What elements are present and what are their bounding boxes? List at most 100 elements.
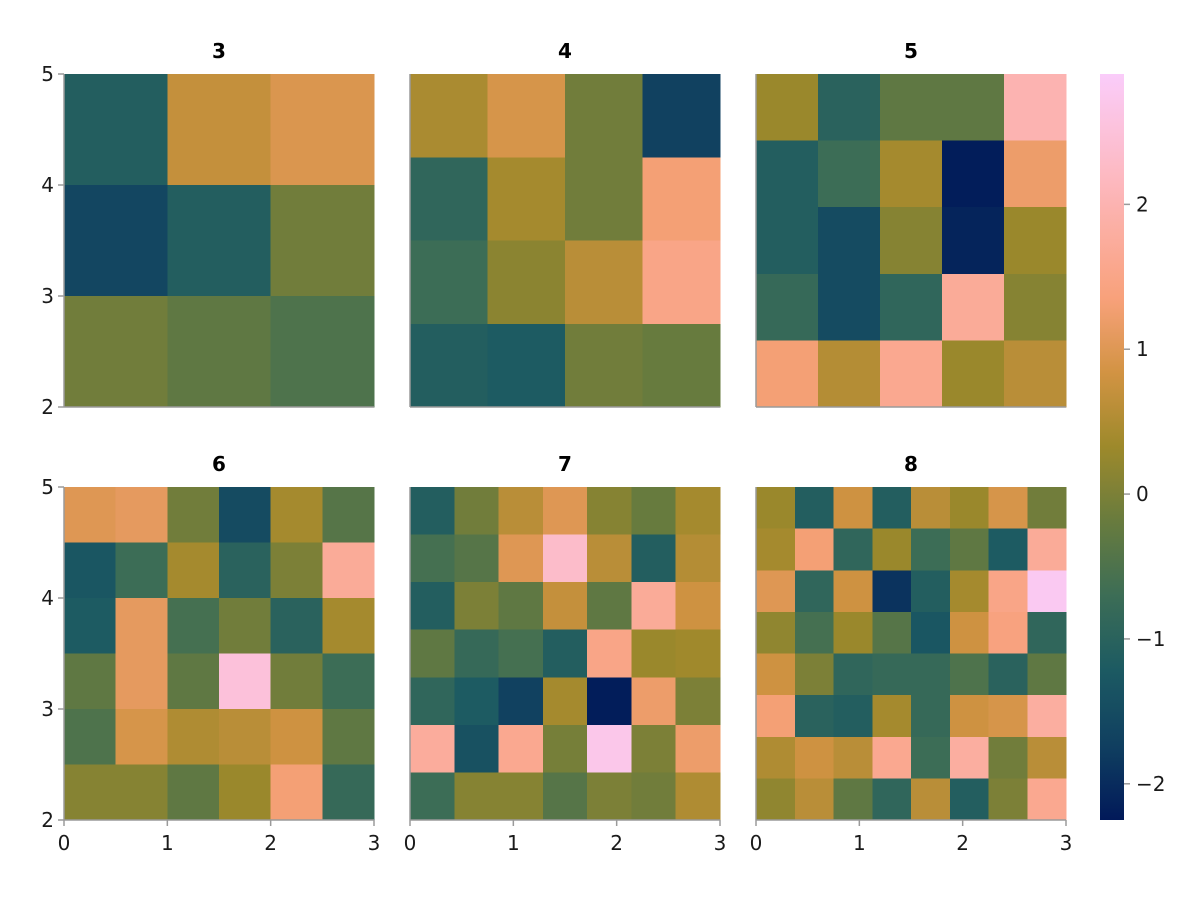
heatmap-cell	[756, 778, 796, 821]
heatmap-cell	[756, 695, 796, 738]
heatmap-cell	[322, 487, 375, 544]
x-tick-label: 1	[853, 831, 866, 855]
y-tick-label: 3	[41, 284, 54, 308]
panel-title: 5	[904, 39, 918, 63]
heatmap-cell	[410, 582, 455, 631]
heatmap-cell	[270, 542, 323, 599]
heatmap-cell	[587, 629, 633, 678]
y-tick-label: 2	[41, 808, 54, 832]
heatmap-cell	[794, 487, 835, 530]
heatmap-cell	[410, 487, 455, 536]
heatmap-cell	[872, 528, 912, 571]
heatmap-cell	[454, 772, 500, 821]
heatmap-cell	[587, 772, 633, 821]
heatmap-cell	[911, 778, 951, 821]
heatmap-cell	[498, 487, 544, 536]
heatmap-cell	[487, 74, 566, 158]
heatmap-cell	[270, 74, 375, 186]
heatmap-panel-4: 4	[409, 39, 721, 408]
heatmap-cell	[631, 677, 677, 726]
heatmap-cell	[756, 207, 819, 275]
colorbar-tick-label: −2	[1136, 772, 1165, 796]
x-tick-label: 1	[507, 831, 520, 855]
x-tick-label: 2	[264, 831, 277, 855]
heatmap-cell	[756, 528, 796, 571]
heatmap-cell	[988, 695, 1028, 738]
heatmap-cell	[454, 487, 500, 536]
heatmap-cell	[167, 542, 220, 599]
heatmap-cell	[322, 598, 375, 655]
heatmap-cell	[1027, 528, 1067, 571]
heatmap-cell	[64, 185, 168, 297]
heatmap-cell	[872, 736, 912, 779]
heatmap-panel-5: 5	[755, 39, 1067, 408]
heatmap-cell	[756, 653, 796, 696]
heatmap-cell	[64, 487, 117, 544]
heatmap-cell	[167, 296, 272, 408]
heatmap-cell	[587, 677, 633, 726]
heatmap-cell	[949, 570, 990, 613]
heatmap-cell	[1027, 487, 1067, 530]
heatmap-cell	[410, 74, 489, 158]
heatmap-cell	[219, 542, 272, 599]
heatmap-panel-3: 3 2 3 4 5	[41, 39, 375, 419]
heatmap-cell	[487, 157, 566, 242]
heatmap-cell	[949, 736, 990, 779]
heatmap-cell	[542, 772, 588, 821]
heatmap-cell	[1004, 207, 1067, 275]
heatmap-cell	[219, 653, 272, 710]
heatmap-cell	[872, 695, 912, 738]
heatmap-cell	[675, 677, 721, 726]
heatmap-cell	[756, 340, 819, 408]
x-tick-label: 0	[58, 831, 71, 855]
heatmap-cell	[942, 273, 1005, 341]
heatmap-cell	[818, 74, 881, 142]
heatmap-cell	[794, 528, 835, 571]
heatmap-cell	[410, 629, 455, 678]
heatmap-cell	[833, 736, 873, 779]
heatmap-cell	[115, 653, 168, 710]
heatmap-cell	[756, 570, 796, 613]
heatmap-cell	[756, 74, 819, 142]
heatmap-cell	[498, 677, 544, 726]
heatmap-cell	[270, 709, 323, 766]
heatmap-cell	[1004, 340, 1067, 408]
colorbar-tick-label: 2	[1136, 192, 1149, 216]
heatmap-cell	[833, 528, 873, 571]
heatmap-cell	[565, 157, 644, 242]
heatmap-cell	[675, 772, 721, 821]
heatmap-cell	[794, 695, 835, 738]
heatmap-cell	[1004, 140, 1067, 208]
heatmap-cell	[1027, 570, 1067, 613]
heatmap-cell	[498, 724, 544, 774]
y-tick-label: 5	[41, 475, 54, 499]
heatmap-cell	[675, 724, 721, 774]
heatmap-cell	[942, 340, 1005, 408]
heatmap-cell	[322, 709, 375, 766]
heatmap-cell	[880, 207, 943, 275]
heatmap-cell	[115, 598, 168, 655]
x-tick-label: 0	[750, 831, 763, 855]
heatmap-cell	[988, 736, 1028, 779]
x-tick-label: 3	[368, 831, 381, 855]
heatmap-cell	[487, 240, 566, 325]
heatmap-cell	[988, 487, 1028, 530]
heatmap-cell	[988, 653, 1028, 696]
heatmap-cell	[911, 611, 951, 655]
heatmap-cell	[587, 724, 633, 774]
heatmap-cell	[115, 709, 168, 766]
heatmap-cell	[542, 724, 588, 774]
heatmap-cell	[675, 582, 721, 631]
heatmap-cell	[219, 487, 272, 544]
colorbar-tick-label: 1	[1136, 337, 1149, 361]
heatmap-cell	[911, 695, 951, 738]
heatmap-cell	[542, 487, 588, 536]
heatmap-cell	[1004, 273, 1067, 341]
heatmap-cell	[942, 207, 1005, 275]
heatmap-cell	[949, 528, 990, 571]
heatmap-cell	[167, 709, 220, 766]
heatmap-cell	[642, 323, 721, 408]
heatmap-cell	[794, 778, 835, 821]
heatmap-cell	[794, 653, 835, 696]
heatmap-cell	[410, 534, 455, 583]
